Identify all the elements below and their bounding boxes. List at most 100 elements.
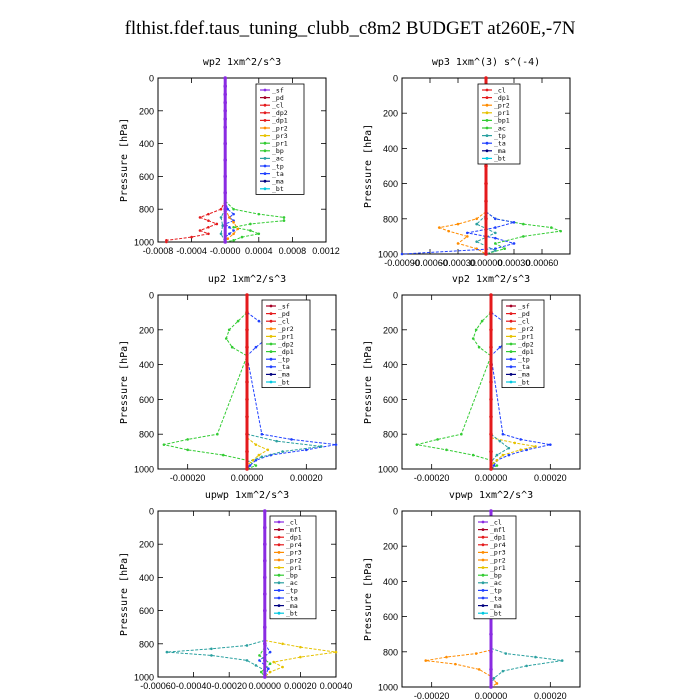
- x-tick-label: -0.00030: [440, 258, 476, 268]
- data-point: [216, 432, 219, 436]
- legend-entry: _pr2: [272, 124, 288, 132]
- legend-entry: _ac: [272, 155, 284, 163]
- data-point: [219, 216, 223, 219]
- data-point: [471, 453, 475, 457]
- data-point: [305, 448, 308, 452]
- legend-marker: [485, 149, 489, 153]
- series-line-teal: [166, 639, 266, 677]
- data-point: [501, 432, 505, 436]
- data-point: [489, 310, 493, 315]
- data-point: [489, 380, 493, 384]
- data-point: [223, 141, 227, 146]
- legend-marker: [485, 134, 489, 138]
- legend-marker: [481, 596, 485, 600]
- legend-entry: _pr2: [490, 556, 506, 564]
- data-point: [245, 397, 249, 402]
- legend-marker: [485, 126, 489, 130]
- y-tick-label: 0: [149, 74, 154, 84]
- data-point: [282, 219, 286, 222]
- legend-entry: _ma: [490, 602, 502, 610]
- legend-marker: [481, 566, 485, 569]
- data-point: [489, 685, 493, 689]
- data-point: [228, 232, 231, 236]
- legend-entry: _ac: [286, 579, 298, 587]
- data-point: [519, 448, 522, 452]
- data-point: [232, 221, 235, 224]
- legend-entry: _bt: [272, 185, 284, 193]
- data-point: [223, 109, 227, 113]
- chart-panel-5: upwp 1xm^2/s^3 Pressure [hPa] 0 200 400 600 80…: [119, 490, 352, 691]
- y-tick-label: 400: [139, 573, 154, 583]
- y-tick-label: 0: [149, 291, 154, 301]
- data-point: [245, 467, 249, 471]
- data-point: [245, 345, 249, 350]
- legend-entry: _bp: [272, 147, 284, 155]
- legend-marker: [263, 111, 267, 115]
- legend-marker: [485, 96, 489, 99]
- legend-marker: [481, 604, 485, 607]
- y-tick-label: 200: [139, 540, 154, 550]
- data-point: [245, 644, 249, 647]
- legend-marker: [263, 126, 267, 130]
- data-point: [232, 212, 235, 216]
- data-point: [257, 232, 261, 236]
- data-point: [263, 675, 267, 679]
- data-point: [489, 345, 493, 350]
- y-axis-label: Pressure [hPa]: [363, 557, 374, 641]
- data-point: [512, 242, 516, 245]
- data-point: [319, 445, 323, 448]
- legend-entry: _bp: [490, 572, 502, 580]
- data-point: [559, 229, 562, 233]
- data-point: [268, 650, 272, 654]
- data-point: [495, 682, 499, 685]
- page-title: flthist.fdef.taus_tuning_clubb_c8m2 BUDG…: [124, 18, 576, 39]
- data-point: [254, 345, 258, 349]
- legend-entry: _pr1: [490, 564, 506, 572]
- series-line-green: [163, 312, 258, 470]
- legend-marker: [277, 596, 281, 600]
- data-point: [223, 240, 227, 244]
- legend-marker: [509, 335, 513, 338]
- legend-entry: _pr4: [490, 541, 506, 549]
- x-tick-label: 0.00000: [475, 473, 508, 483]
- y-tick-label: 800: [139, 639, 154, 649]
- x-tick-label: -0.0000: [210, 246, 241, 256]
- data-point: [223, 223, 227, 228]
- data-point: [494, 249, 497, 252]
- data-point: [477, 668, 481, 671]
- legend-entry: _sf: [272, 86, 284, 94]
- series-line-blue: [401, 211, 516, 255]
- data-point: [221, 224, 224, 227]
- y-tick-label: 800: [383, 430, 398, 440]
- legend-marker: [277, 551, 281, 554]
- legend-entry: _pd: [518, 310, 530, 318]
- legend-marker: [481, 520, 485, 524]
- series-line-yellow: [490, 437, 536, 469]
- data-point: [245, 328, 249, 332]
- y-tick-label: 800: [139, 430, 154, 440]
- data-point: [281, 665, 284, 669]
- data-point: [223, 125, 227, 129]
- legend-entry: _dp2: [272, 109, 288, 117]
- data-point: [257, 453, 261, 457]
- data-point: [466, 235, 469, 238]
- legend-entry: _pr2: [518, 325, 534, 333]
- data-point: [501, 453, 505, 457]
- legend-entry: _ma: [278, 371, 290, 379]
- data-point: [245, 380, 249, 384]
- y-tick-label: 0: [149, 507, 154, 517]
- legend-marker: [509, 304, 513, 308]
- y-axis-label: Pressure [hPa]: [119, 118, 130, 202]
- chart-panel-6: vpwp 1xm^2/s^3 Pressure [hPa] 0 200 400 600 80…: [363, 490, 581, 700]
- data-point: [456, 242, 460, 245]
- data-point: [263, 658, 267, 663]
- y-tick-label: 600: [139, 172, 154, 182]
- legend-entry: _dp2: [278, 340, 294, 348]
- data-point: [474, 652, 478, 655]
- y-tick-label: 400: [139, 139, 154, 149]
- legend-marker: [509, 327, 513, 331]
- legend-marker: [481, 558, 485, 562]
- series-line-green: [224, 200, 285, 243]
- data-point: [162, 443, 166, 446]
- data-point: [489, 293, 493, 297]
